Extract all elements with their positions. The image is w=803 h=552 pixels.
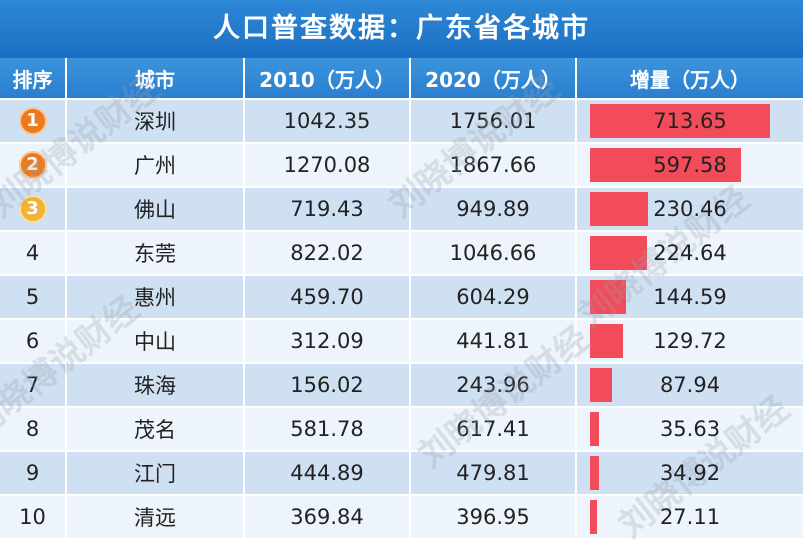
pop-2020-cell: 604.29 xyxy=(411,274,577,318)
city-cell: 广州 xyxy=(67,142,245,186)
increase-bar xyxy=(590,192,649,226)
table-row: 3 佛山 719.43 949.89 230.46 xyxy=(0,186,803,230)
pop-2010-cell: 312.09 xyxy=(245,318,411,362)
rank-cell: 3 xyxy=(0,186,67,230)
increase-cell: 27.11 xyxy=(577,494,803,538)
increase-bar xyxy=(590,280,627,314)
page-title: 人口普查数据：广东省各城市 xyxy=(0,0,803,58)
pop-2020-cell: 1046.66 xyxy=(411,230,577,274)
city-cell: 珠海 xyxy=(67,362,245,406)
increase-cell: 144.59 xyxy=(577,274,803,318)
rank-cell: 5 xyxy=(0,274,67,318)
pop-2020-cell: 1867.66 xyxy=(411,142,577,186)
pop-2020-cell: 949.89 xyxy=(411,186,577,230)
increase-value: 144.59 xyxy=(653,285,727,309)
increase-cell: 597.58 xyxy=(577,142,803,186)
increase-value: 35.63 xyxy=(659,417,721,441)
pop-2010-cell: 156.02 xyxy=(245,362,411,406)
table-row: 6 中山 312.09 441.81 129.72 xyxy=(0,318,803,362)
table-row: 1 深圳 1042.35 1756.01 713.65 xyxy=(0,98,803,142)
rank-cell: 8 xyxy=(0,406,67,450)
table-body: 1 深圳 1042.35 1756.01 713.65 2 广州 1270.08 1867.66… xyxy=(0,98,803,538)
increase-cell: 224.64 xyxy=(577,230,803,274)
city-cell: 佛山 xyxy=(67,186,245,230)
city-cell: 清远 xyxy=(67,494,245,538)
population-table: 排序 城市 2010（万人） 2020（万人） 增量（万人） 1 深圳 1042.3… xyxy=(0,58,803,538)
pop-2020-cell: 243.96 xyxy=(411,362,577,406)
increase-bar xyxy=(590,456,599,490)
header-2020: 2020（万人） xyxy=(411,58,577,98)
increase-cell: 129.72 xyxy=(577,318,803,362)
table-row: 9 江门 444.89 479.81 34.92 xyxy=(0,450,803,494)
increase-value: 87.94 xyxy=(659,373,721,397)
table-row: 10 清远 369.84 396.95 27.11 xyxy=(0,494,803,538)
increase-bar xyxy=(590,236,647,270)
medal-icon: 2 xyxy=(18,151,47,179)
increase-bar xyxy=(590,324,623,358)
city-cell: 茂名 xyxy=(67,406,245,450)
pop-2010-cell: 444.89 xyxy=(245,450,411,494)
pop-2020-cell: 479.81 xyxy=(411,450,577,494)
increase-bar xyxy=(590,148,741,182)
city-cell: 惠州 xyxy=(67,274,245,318)
rank-cell: 1 xyxy=(0,98,67,142)
pop-2010-cell: 1270.08 xyxy=(245,142,411,186)
medal-icon: 3 xyxy=(18,195,47,223)
increase-cell: 87.94 xyxy=(577,362,803,406)
table-row: 5 惠州 459.70 604.29 144.59 xyxy=(0,274,803,318)
increase-bar xyxy=(590,368,613,402)
rank-cell: 4 xyxy=(0,230,67,274)
city-cell: 中山 xyxy=(67,318,245,362)
increase-cell: 713.65 xyxy=(577,98,803,142)
table-row: 8 茂名 581.78 617.41 35.63 xyxy=(0,406,803,450)
increase-bar xyxy=(590,104,770,138)
increase-value: 713.65 xyxy=(653,109,727,133)
pop-2010-cell: 581.78 xyxy=(245,406,411,450)
pop-2020-cell: 441.81 xyxy=(411,318,577,362)
increase-value: 34.92 xyxy=(659,461,721,485)
pop-2010-cell: 459.70 xyxy=(245,274,411,318)
rank-cell: 10 xyxy=(0,494,67,538)
pop-2020-cell: 1756.01 xyxy=(411,98,577,142)
pop-2010-cell: 822.02 xyxy=(245,230,411,274)
pop-2020-cell: 396.95 xyxy=(411,494,577,538)
rank-cell: 7 xyxy=(0,362,67,406)
pop-2010-cell: 369.84 xyxy=(245,494,411,538)
city-cell: 深圳 xyxy=(67,98,245,142)
header-2010: 2010（万人） xyxy=(245,58,411,98)
header-increase: 增量（万人） xyxy=(577,58,803,98)
increase-value: 27.11 xyxy=(659,505,721,529)
city-cell: 东莞 xyxy=(67,230,245,274)
pop-2010-cell: 719.43 xyxy=(245,186,411,230)
pop-2010-cell: 1042.35 xyxy=(245,98,411,142)
header-city: 城市 xyxy=(67,58,245,98)
table-row: 4 东莞 822.02 1046.66 224.64 xyxy=(0,230,803,274)
rank-cell: 2 xyxy=(0,142,67,186)
medal-icon: 1 xyxy=(18,107,47,135)
increase-value: 597.58 xyxy=(653,153,727,177)
rank-cell: 9 xyxy=(0,450,67,494)
pop-2020-cell: 617.41 xyxy=(411,406,577,450)
increase-value: 224.64 xyxy=(653,241,727,265)
increase-cell: 35.63 xyxy=(577,406,803,450)
increase-bar xyxy=(590,500,597,534)
increase-value: 129.72 xyxy=(653,329,727,353)
increase-cell: 230.46 xyxy=(577,186,803,230)
city-cell: 江门 xyxy=(67,450,245,494)
table-header-row: 排序 城市 2010（万人） 2020（万人） 增量（万人） xyxy=(0,58,803,98)
increase-bar xyxy=(590,412,599,446)
table-row: 2 广州 1270.08 1867.66 597.58 xyxy=(0,142,803,186)
rank-cell: 6 xyxy=(0,318,67,362)
header-rank: 排序 xyxy=(0,58,67,98)
increase-value: 230.46 xyxy=(653,197,727,221)
increase-cell: 34.92 xyxy=(577,450,803,494)
table-row: 7 珠海 156.02 243.96 87.94 xyxy=(0,362,803,406)
